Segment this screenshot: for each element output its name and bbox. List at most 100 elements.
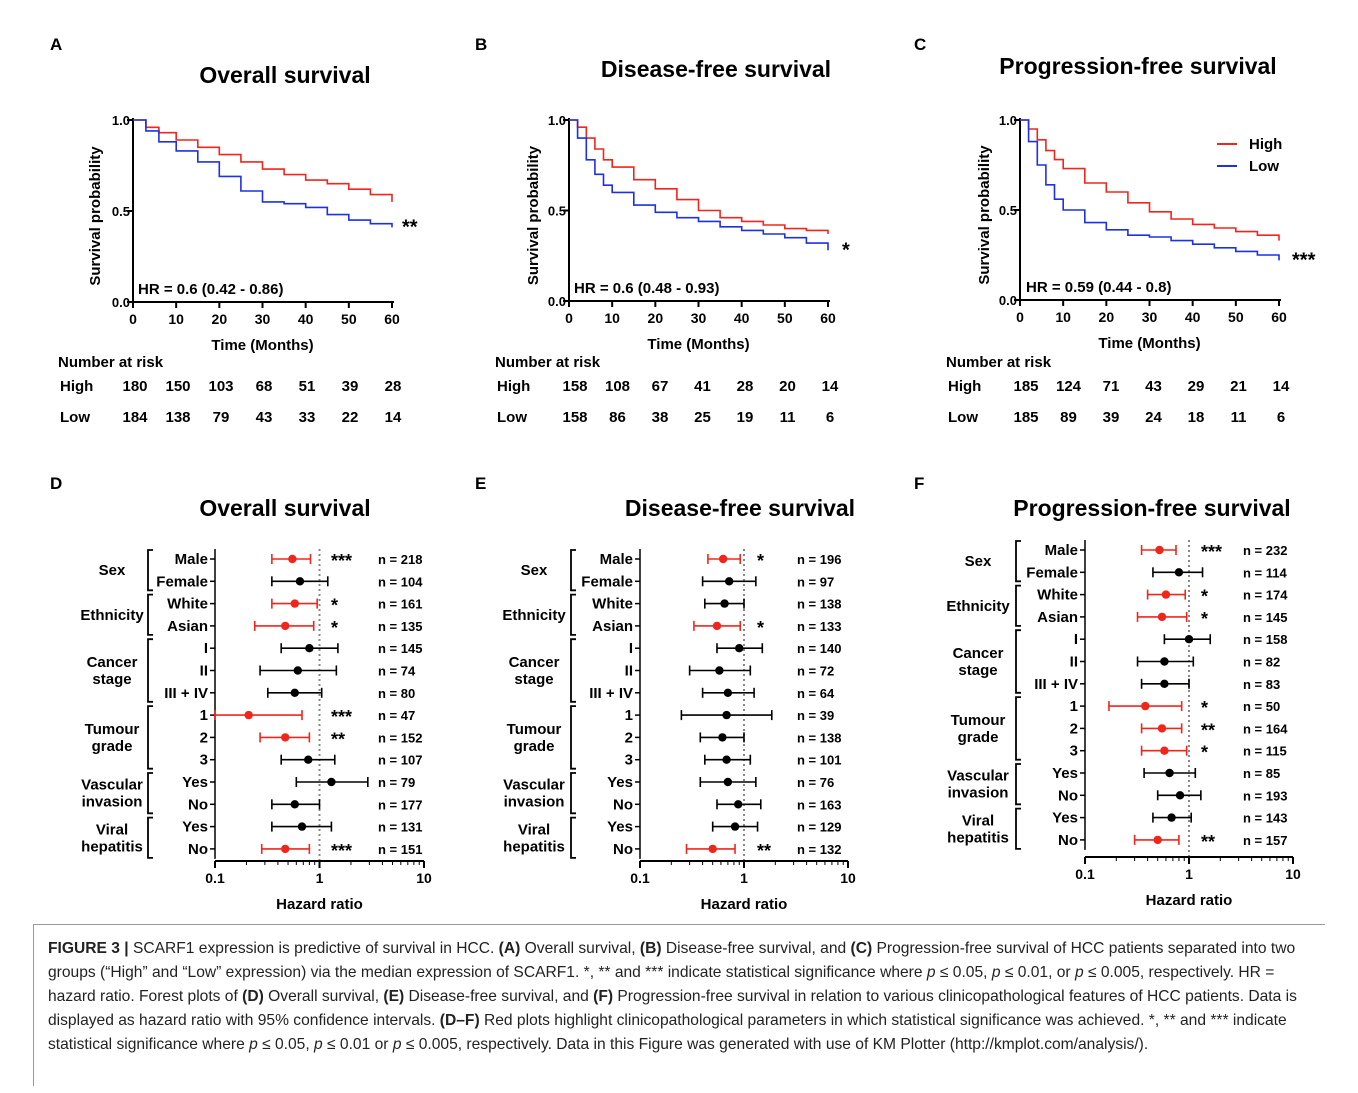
x-axis-label: Time (Months)	[647, 336, 749, 353]
y-tick-label: 1.0	[112, 113, 130, 128]
group-label: stage	[514, 671, 553, 688]
sample-size-label: n = 107	[378, 753, 422, 768]
y-tick-label: 0.0	[112, 295, 130, 310]
group-label: Ethnicity	[502, 607, 566, 624]
x-tick-label: 20	[212, 311, 228, 327]
y-axis-label: Survival probability	[525, 145, 542, 285]
sample-size-label: n = 152	[378, 730, 422, 745]
hazard-ratio-point	[290, 599, 299, 608]
risk-count: 14	[822, 378, 839, 395]
sample-size-label: n = 80	[378, 686, 415, 701]
risk-row-label-high: High	[497, 378, 530, 395]
row-label: Yes	[182, 774, 208, 791]
sample-size-label: n = 132	[797, 842, 841, 857]
risk-count: 124	[1056, 378, 1082, 395]
x-axis-label: Time (Months)	[1098, 335, 1200, 352]
caption-ref-c: (C)	[850, 940, 873, 957]
legend-label-high: High	[1249, 136, 1282, 153]
km-curve-low	[569, 119, 829, 251]
x-tick-label: 0.1	[630, 870, 650, 886]
y-axis-label: Survival probability	[87, 146, 104, 286]
sample-size-label: n = 131	[378, 820, 422, 835]
panel-label: D	[50, 474, 62, 493]
row-label: 1	[625, 707, 633, 724]
risk-count: 6	[826, 409, 834, 426]
caption-ref-e: (E)	[383, 988, 405, 1005]
x-tick-label: 0	[565, 310, 573, 326]
risk-count: 19	[737, 409, 754, 426]
x-tick-label: 20	[1099, 309, 1115, 325]
caption-threshold: ≤ 0.05,	[257, 1036, 315, 1053]
significance-mark: *	[842, 239, 850, 261]
row-label: Male	[175, 551, 208, 568]
group-bracket	[147, 772, 153, 815]
figure-caption: FIGURE 3 | SCARF1 expression is predicti…	[33, 924, 1325, 1086]
sample-size-label: n = 196	[797, 552, 841, 567]
chart-title: Overall survival	[199, 62, 370, 88]
caption-text-a: Overall survival,	[520, 940, 640, 957]
hazard-ratio-point	[281, 621, 290, 631]
risk-count: 71	[1103, 378, 1120, 395]
row-label: 2	[625, 729, 633, 746]
sample-size-label: n = 82	[1243, 655, 1280, 670]
caption-text-e: Disease-free survival, and	[404, 988, 594, 1005]
caption-figure-label: FIGURE 3 |	[48, 940, 129, 957]
hazard-ratio-point	[281, 844, 290, 854]
significance-mark: *	[1201, 698, 1208, 718]
risk-count: 180	[122, 378, 147, 395]
row-label: Asian	[1037, 609, 1078, 626]
x-tick-label: 1	[1185, 866, 1193, 882]
hazard-ratio-point	[293, 666, 303, 675]
caption-threshold: ≤ 0.05,	[935, 964, 992, 981]
risk-count: 184	[122, 409, 148, 426]
significance-mark: *	[1201, 587, 1208, 607]
row-label: Yes	[607, 819, 633, 836]
caption-threshold: ≤ 0.005, respectively. HR = hazard ratio…	[48, 964, 1275, 1005]
significance-mark: ***	[1201, 542, 1222, 562]
risk-count: 28	[737, 378, 754, 395]
group-bracket	[147, 549, 153, 592]
significance-mark: *	[331, 596, 338, 616]
caption-p: p	[392, 1036, 402, 1053]
row-label: 1	[1070, 698, 1078, 715]
km-panel-a: A Overall survival 0.0 0.5 1.0 0 10 20 30 40 50 60 T…	[50, 35, 418, 426]
risk-count: 185	[1013, 378, 1038, 395]
x-tick-label: 40	[734, 310, 750, 326]
significance-mark: **	[331, 729, 345, 749]
significance-mark: ***	[331, 841, 352, 861]
group-bracket	[1015, 807, 1021, 850]
group-bracket	[1015, 696, 1021, 761]
risk-count: 158	[562, 378, 587, 395]
sample-size-label: n = 64	[797, 686, 835, 701]
group-bracket	[1015, 629, 1021, 694]
row-label: III + IV	[589, 685, 633, 702]
x-tick-label: 40	[298, 311, 314, 327]
group-label: stage	[92, 671, 131, 688]
risk-count: 158	[562, 409, 587, 426]
hazard-ratio-point	[281, 733, 290, 742]
row-label: Yes	[182, 819, 208, 836]
risk-count: 24	[1145, 409, 1162, 426]
x-tick-label: 1	[316, 870, 324, 886]
y-tick-label: 0.0	[999, 293, 1017, 308]
hazard-ratio-point	[1157, 724, 1167, 733]
hazard-ratio-point	[722, 710, 731, 720]
chart-title: Overall survival	[199, 495, 370, 521]
sample-size-label: n = 101	[797, 753, 841, 768]
risk-table-header: Number at risk	[946, 354, 1052, 371]
row-label: 2	[1070, 720, 1078, 737]
sample-size-label: n = 138	[797, 730, 841, 745]
group-label: Cancer	[953, 645, 1004, 662]
hazard-ratio-point	[1160, 657, 1169, 666]
row-label: I	[1074, 631, 1078, 648]
caption-threshold: ≤ 0.01, or	[1000, 964, 1075, 981]
hazard-ratio-label: HR = 0.6 (0.42 - 0.86)	[138, 281, 284, 298]
row-label: Yes	[1052, 765, 1078, 782]
hazard-ratio-point	[723, 777, 733, 787]
risk-count: 108	[605, 378, 630, 395]
row-label: Female	[581, 573, 633, 590]
group-bracket	[147, 638, 153, 703]
x-tick-label: 40	[1185, 309, 1201, 325]
hazard-ratio-point	[290, 688, 299, 697]
